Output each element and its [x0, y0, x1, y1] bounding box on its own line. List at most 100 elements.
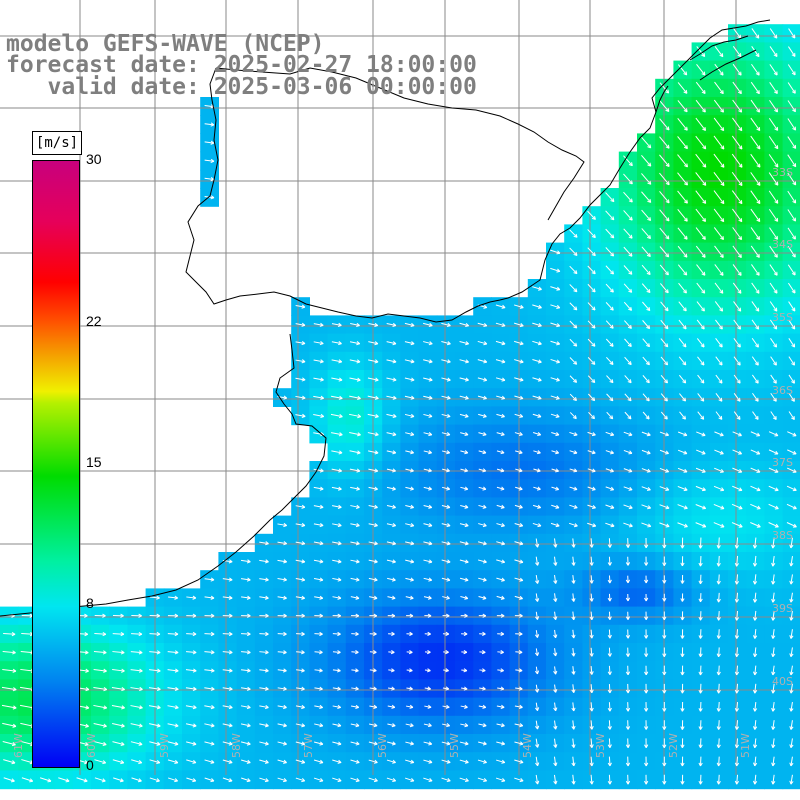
wind-arrow [460, 486, 469, 491]
wind-arrow [442, 704, 450, 709]
wind-arrow [623, 155, 633, 167]
wind-arrow [535, 738, 540, 748]
wind-arrow [313, 359, 324, 364]
wind-arrow [680, 756, 685, 767]
wind-arrow [659, 431, 669, 437]
wind-arrow [331, 341, 342, 346]
wind-arrow [314, 650, 323, 655]
wind-arrow [534, 630, 540, 638]
wind-arrow [404, 413, 415, 418]
wind-arrow [259, 668, 269, 673]
wind-arrow [787, 172, 797, 186]
wind-arrow [331, 486, 342, 491]
wind-arrow [259, 741, 269, 746]
wind-arrow [222, 704, 233, 710]
wind-arrow [713, 99, 724, 113]
wind-arrow [441, 504, 451, 509]
wind-arrow [551, 450, 560, 455]
wind-arrow [368, 541, 378, 546]
wind-arrow [677, 136, 688, 150]
wind-arrow [405, 723, 414, 728]
wind-arrow [496, 468, 505, 473]
wind-arrow [112, 668, 125, 673]
wind-arrow [460, 504, 469, 509]
wind-arrow [605, 192, 615, 203]
wind-arrow [406, 686, 413, 691]
wind-arrow [514, 577, 524, 582]
wind-arrow [641, 173, 652, 185]
lon-label: 53W [594, 733, 607, 758]
wind-arrow [277, 723, 287, 728]
wind-arrow [695, 467, 706, 473]
wind-arrow [423, 341, 433, 346]
wind-arrow [368, 741, 378, 746]
wind-arrow [606, 375, 614, 384]
wind-arrow [514, 377, 524, 382]
wind-arrow [368, 486, 378, 491]
wind-arrow [277, 741, 287, 746]
wind-arrow [332, 741, 342, 746]
wind-arrow [716, 701, 721, 712]
wind-arrow [550, 377, 560, 382]
wind-arrow [277, 541, 288, 546]
wind-arrow [350, 577, 360, 582]
wind-arrow [553, 648, 558, 657]
wind-arrow [368, 450, 379, 455]
wind-arrow [460, 468, 469, 473]
wind-arrow [771, 555, 776, 567]
wind-arrow [111, 705, 125, 710]
wind-arrow [789, 720, 794, 730]
wind-arrow [786, 485, 797, 492]
wind-arrow [625, 575, 631, 584]
wind-arrow [332, 723, 342, 728]
wind-arrow [644, 665, 649, 676]
wind-arrow [786, 467, 797, 473]
wind-arrow [750, 81, 760, 95]
wind-arrow [625, 738, 631, 749]
wind-arrow [478, 523, 487, 528]
wind-arrow [222, 668, 233, 673]
wind-arrow [222, 741, 233, 746]
wind-arrow [149, 777, 160, 783]
wind-arrow [732, 467, 743, 473]
wind-arrow [94, 631, 107, 637]
wind-arrow [204, 595, 215, 600]
wind-arrow [752, 411, 759, 420]
wind-arrow [659, 172, 670, 186]
wind-arrow [677, 227, 688, 240]
wind-arrow [678, 338, 687, 348]
wind-arrow [662, 556, 667, 566]
wind-arrow [769, 28, 778, 39]
wind-arrow [789, 683, 794, 694]
wind-arrow [787, 431, 797, 437]
wind-arrow [768, 190, 779, 204]
wind-arrow [659, 264, 669, 276]
wind-arrow [186, 595, 197, 600]
wind-arrow [459, 359, 469, 364]
wind-arrow [732, 264, 742, 276]
lat-label: 35S [772, 311, 793, 324]
wind-arrow [550, 286, 561, 291]
wind-arrow [659, 246, 670, 258]
wind-arrow [2, 668, 17, 673]
wind-arrow [659, 118, 670, 131]
wind-arrow [514, 741, 524, 746]
wind-arrow [369, 631, 377, 637]
wind-arrow [750, 467, 761, 473]
wind-arrow [607, 720, 612, 730]
wind-arrow [716, 629, 721, 639]
wind-arrow [607, 575, 612, 584]
wind-arrow [752, 647, 758, 658]
wind-arrow [185, 723, 197, 728]
wind-arrow [479, 650, 486, 655]
wind-arrow [349, 341, 361, 346]
wind-arrow [788, 411, 795, 420]
wind-arrow [314, 723, 324, 728]
wind-arrow [460, 704, 468, 709]
wind-arrow [752, 537, 758, 549]
wind-arrow [148, 686, 161, 692]
wind-arrow [423, 450, 432, 455]
wind-arrow [495, 340, 506, 346]
wind-arrow [641, 468, 651, 473]
wind-arrow [149, 595, 160, 600]
